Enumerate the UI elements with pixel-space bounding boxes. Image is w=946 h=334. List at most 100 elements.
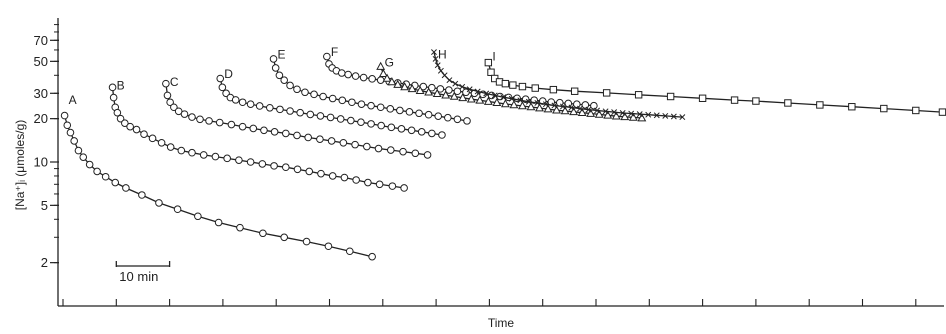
data-point [441, 90, 451, 99]
data-point [452, 80, 459, 87]
data-point [509, 100, 519, 109]
data-point [848, 103, 856, 111]
data-point [730, 96, 739, 104]
data-point [500, 94, 507, 101]
data-point [415, 109, 423, 118]
data-point [543, 104, 553, 113]
data-point [446, 77, 453, 84]
data-point [319, 92, 327, 101]
data-point [281, 163, 290, 172]
data-point [364, 178, 372, 187]
data-point [816, 101, 824, 109]
data-point [653, 112, 660, 119]
data-point [552, 105, 562, 114]
data-point [560, 103, 566, 110]
data-point [337, 69, 346, 77]
data-point [326, 113, 335, 122]
series-i: I [484, 50, 946, 116]
data-point [399, 147, 407, 156]
data-point [132, 125, 141, 134]
data-point [66, 128, 75, 137]
data-point [328, 172, 337, 180]
y-tick-label: 30 [34, 86, 48, 101]
data-point [218, 83, 227, 92]
data-point [317, 169, 325, 178]
data-point [602, 89, 611, 97]
data-point [259, 229, 267, 238]
data-point [393, 79, 403, 88]
data-point [60, 111, 69, 120]
data-point [423, 151, 432, 159]
data-point [166, 143, 175, 151]
data-point [424, 87, 434, 96]
data-point [199, 151, 208, 159]
data-point [108, 83, 117, 92]
data-point [93, 167, 101, 176]
data-point [338, 96, 347, 105]
scale-bar: 10 min [115, 261, 171, 284]
data-point [417, 128, 426, 136]
x-axis-title: Time [488, 316, 515, 330]
data-point [431, 49, 437, 56]
data-point [585, 106, 592, 113]
data-point [140, 130, 148, 138]
data-point [432, 88, 442, 98]
data-point [535, 103, 544, 112]
data-point [286, 81, 294, 90]
data-point [525, 98, 532, 105]
data-point [611, 111, 621, 120]
data-point [270, 162, 278, 170]
data-point [551, 102, 558, 109]
data-point [645, 111, 652, 118]
data-point [670, 113, 677, 120]
data-point [249, 124, 258, 133]
data-point [266, 103, 274, 112]
data-point [79, 153, 88, 161]
series-e: E [269, 47, 471, 125]
data-point [235, 156, 243, 164]
data-point [453, 87, 462, 96]
data-point [357, 100, 366, 108]
data-point [405, 108, 414, 116]
data-point [549, 85, 558, 94]
data-point [328, 94, 337, 103]
data-point [316, 135, 324, 143]
data-point [236, 223, 244, 232]
data-point [491, 92, 498, 99]
series-line [380, 66, 642, 119]
data-point [310, 90, 318, 99]
scale-bar-label: 10 min [119, 269, 158, 284]
data-point [275, 71, 284, 80]
data-point [260, 126, 268, 135]
data-point [304, 133, 312, 142]
data-point [70, 137, 78, 145]
data-point [570, 87, 579, 95]
data-point [912, 106, 920, 115]
data-point [666, 92, 675, 101]
data-point [483, 96, 493, 105]
data-point [564, 99, 573, 108]
data-point [634, 91, 643, 99]
data-point [357, 118, 365, 126]
data-point [531, 84, 539, 92]
y-axis-title: [Na⁺]ᵢ (μmoles/g) [13, 120, 27, 211]
data-point [492, 97, 502, 107]
data-point [258, 160, 267, 168]
data-point [280, 233, 288, 242]
data-point [569, 106, 579, 116]
data-point [301, 88, 309, 97]
data-point [194, 212, 202, 221]
data-point [246, 158, 255, 166]
data-point [378, 68, 388, 78]
data-point [163, 91, 172, 100]
data-point [568, 104, 575, 111]
y-tick-label: 2 [41, 255, 48, 270]
data-point [276, 105, 284, 114]
data-point [880, 104, 888, 113]
data-point [293, 131, 301, 140]
data-point [577, 105, 583, 112]
data-point [462, 88, 470, 97]
data-point [327, 137, 336, 145]
data-point [280, 76, 288, 84]
data-point [636, 111, 643, 118]
